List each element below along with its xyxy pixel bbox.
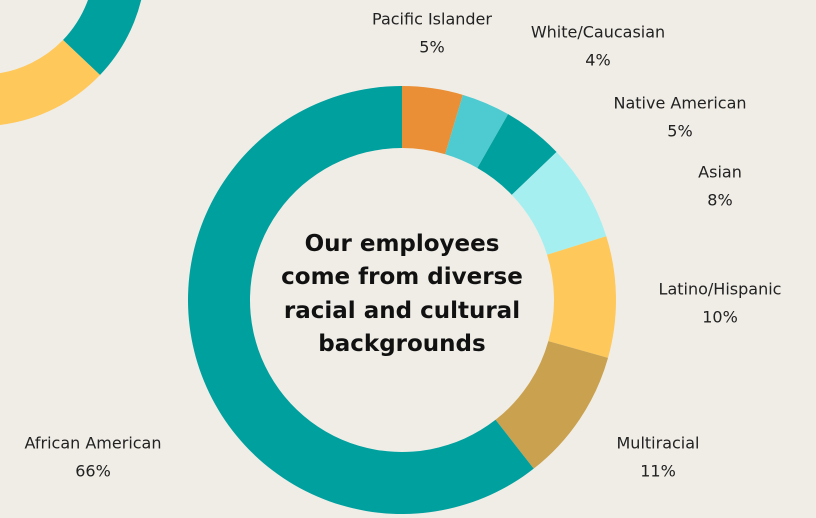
category-label: Asian: [698, 163, 742, 182]
donut-segment: [495, 341, 609, 469]
value-label: 8%: [707, 191, 732, 210]
value-label: 10%: [702, 308, 738, 327]
decor-arc-yellow: [0, 40, 100, 125]
donut-segment: [511, 151, 607, 255]
category-label: Multiracial: [617, 434, 700, 453]
value-label: 5%: [419, 38, 444, 57]
decor-arc-teal: [63, 0, 142, 75]
category-label: African American: [25, 434, 162, 453]
category-label: Latino/Hispanic: [659, 280, 782, 299]
chart-title: Our employees come from diverse racial a…: [281, 231, 523, 358]
category-label: White/Caucasian: [531, 23, 665, 42]
donut-segment: [477, 114, 557, 195]
value-label: 4%: [585, 51, 610, 70]
category-label: Native American: [613, 94, 746, 113]
donut-segment: [547, 236, 616, 358]
donut-segment: [188, 86, 534, 514]
category-label: Pacific Islander: [372, 10, 492, 29]
donut-segment: [402, 86, 463, 155]
donut-segment: [445, 94, 509, 169]
value-label: 11%: [640, 462, 676, 481]
value-label: 66%: [75, 462, 111, 481]
value-label: 5%: [667, 122, 692, 141]
